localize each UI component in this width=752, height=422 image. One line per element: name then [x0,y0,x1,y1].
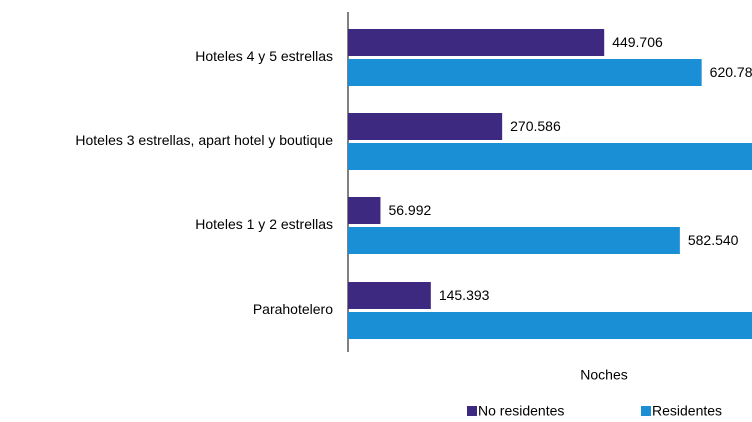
legend-swatch [467,406,477,416]
data-label: 56.992 [388,202,431,218]
category-label: Hoteles 1 y 2 estrellas [195,216,333,232]
bar [348,113,503,140]
category-label: Hoteles 4 y 5 estrellas [195,48,333,64]
data-label: 582.540 [688,232,739,248]
bar [348,227,680,254]
category-label: Parahotelero [253,301,333,317]
x-axis-label: Noches [580,367,627,383]
legend-swatch [641,406,651,416]
data-label: 270.586 [510,118,561,134]
bar [348,143,752,170]
legend-label: Residentes [652,403,722,419]
bar [348,29,605,56]
legend-label: No residentes [478,403,564,419]
bar [348,312,752,339]
bar [348,197,381,224]
bar [348,282,431,309]
data-label: 449.706 [612,34,663,50]
data-label: 145.393 [439,287,490,303]
data-label: 620.786 [710,64,752,80]
category-label: Hoteles 3 estrellas, apart hotel y bouti… [75,132,333,148]
bar [348,59,702,86]
